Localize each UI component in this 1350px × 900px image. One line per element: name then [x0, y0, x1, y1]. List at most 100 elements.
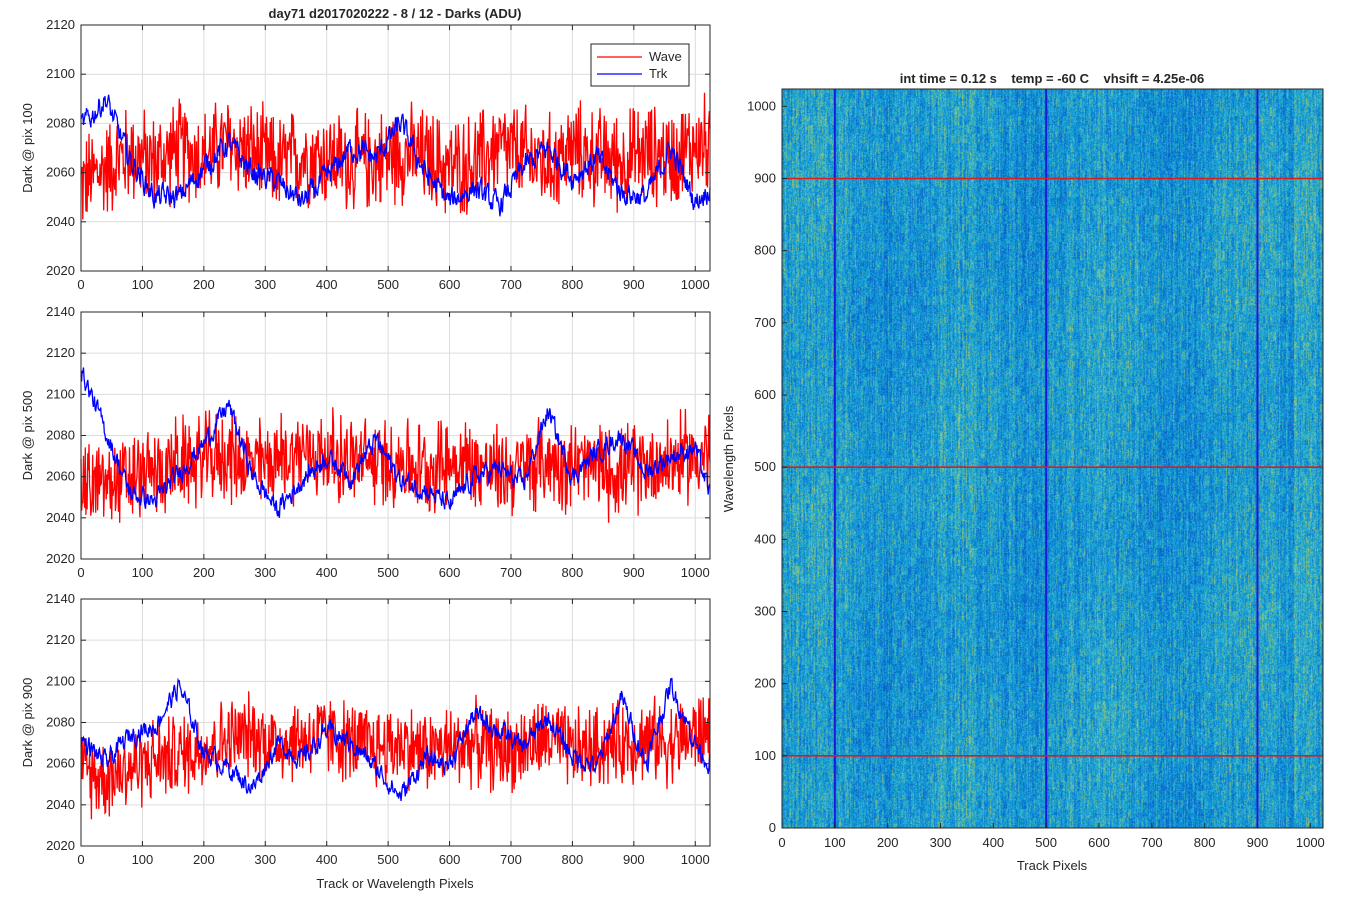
- heatmap-x-tick-label: 300: [930, 835, 952, 850]
- y-axis-label: Dark @ pix 500: [20, 391, 35, 481]
- heatmap-x-tick-label: 200: [877, 835, 899, 850]
- x-tick-label: 400: [316, 565, 338, 580]
- legend: Wave Trk: [590, 43, 690, 87]
- heatmap-y-tick-label: 800: [754, 243, 776, 258]
- y-tick-label: 2100: [46, 66, 75, 81]
- y-tick-label: 2120: [46, 632, 75, 647]
- x-tick-label: 500: [377, 852, 399, 867]
- heatmap-y-tick-label: 100: [754, 748, 776, 763]
- x-tick-label: 300: [254, 565, 276, 580]
- series-line-trk: [80, 94, 711, 217]
- x-tick-label: 1000: [681, 565, 710, 580]
- x-tick-label: 900: [623, 565, 645, 580]
- y-tick-label: 2080: [46, 428, 75, 443]
- heatmap-x-tick-label: 800: [1194, 835, 1216, 850]
- heatmap-y-tick-label: 900: [754, 170, 776, 185]
- figure-title: day71 d2017020222 - 8 / 12 - Darks (ADU): [269, 6, 522, 21]
- heatmap-x-tick-label: 100: [824, 835, 846, 850]
- x-tick-label: 600: [439, 852, 461, 867]
- y-tick-label: 2100: [46, 386, 75, 401]
- series-line-wave: [80, 92, 711, 220]
- heatmap-y-tick-label: 400: [754, 531, 776, 546]
- heatmap-axes-box: [781, 88, 1324, 829]
- x-tick-label: 200: [193, 852, 215, 867]
- y-axis-label: Dark @ pix 900: [20, 678, 35, 768]
- heatmap-y-tick-label: 300: [754, 603, 776, 618]
- x-tick-label: 700: [500, 852, 522, 867]
- x-tick-label: 900: [623, 852, 645, 867]
- heatmap-y-tick-label: 1000: [747, 98, 776, 113]
- axes-box: [80, 24, 711, 272]
- x-tick-label: 1000: [681, 277, 710, 292]
- y-tick-label: 2100: [46, 673, 75, 688]
- line-subplot-1: 0 100 200 300 400 500 600 700 800 900 1000 2020 2040…: [20, 17, 711, 292]
- y-tick-label: 2140: [46, 591, 75, 606]
- x-tick-label: 1000: [681, 852, 710, 867]
- x-tick-label: 500: [377, 277, 399, 292]
- y-tick-label: 2060: [46, 165, 75, 180]
- y-tick-label: 2040: [46, 797, 75, 812]
- line-subplot-2: 0 100 200 300 400 500 600 700 800 900 1000 2020 2040…: [20, 304, 711, 580]
- heatmap-y-tick-label: 700: [754, 315, 776, 330]
- image-y-axis-label: Wavelength Pixels: [721, 405, 736, 512]
- x-tick-label: 600: [439, 277, 461, 292]
- y-tick-label: 2020: [46, 838, 75, 853]
- heatmap-image: [782, 89, 1323, 828]
- line-subplot-3: 0 100 200 300 400 500 600 700 800 900 1000 2020 2040…: [20, 591, 711, 867]
- x-tick-label: 300: [254, 852, 276, 867]
- x-tick-label: 100: [132, 565, 154, 580]
- x-tick-label: 900: [623, 277, 645, 292]
- heatmap-x-tick-label: 600: [1088, 835, 1110, 850]
- x-tick-label: 100: [132, 852, 154, 867]
- legend-label-trk: Trk: [649, 66, 668, 81]
- y-tick-label: 2080: [46, 715, 75, 730]
- image-panel-title: int time = 0.12 s temp = -60 C vhsift = …: [900, 71, 1205, 86]
- heatmap-x-tick-label: 500: [1035, 835, 1057, 850]
- x-tick-label: 700: [500, 277, 522, 292]
- x-tick-label: 300: [254, 277, 276, 292]
- x-tick-label: 700: [500, 565, 522, 580]
- y-tick-label: 2120: [46, 17, 75, 32]
- x-tick-label: 200: [193, 565, 215, 580]
- x-tick-label: 0: [77, 852, 84, 867]
- heatmap-x-tick-label: 700: [1141, 835, 1163, 850]
- y-tick-label: 2060: [46, 469, 75, 484]
- x-tick-label: 500: [377, 565, 399, 580]
- heatmap-x-tick-label: 900: [1247, 835, 1269, 850]
- y-tick-label: 2060: [46, 756, 75, 771]
- x-tick-label: 0: [77, 565, 84, 580]
- heatmap-x-tick-label: 400: [982, 835, 1004, 850]
- heatmap-y-tick-label: 0: [769, 820, 776, 835]
- series-line-wave: [80, 407, 711, 523]
- heatmap-y-tick-label: 200: [754, 676, 776, 691]
- image-x-axis-label: Track Pixels: [1017, 858, 1088, 873]
- x-tick-label: 600: [439, 565, 461, 580]
- y-tick-label: 2120: [46, 345, 75, 360]
- x-tick-label: 100: [132, 277, 154, 292]
- x-tick-label: 800: [562, 852, 584, 867]
- y-tick-label: 2080: [46, 115, 75, 130]
- heatmap-x-tick-label: 0: [778, 835, 785, 850]
- x-tick-label: 400: [316, 277, 338, 292]
- heatmap-y-tick-label: 500: [754, 459, 776, 474]
- y-tick-label: 2020: [46, 551, 75, 566]
- legend-label-wave: Wave: [649, 49, 682, 64]
- heatmap-panel: 0 100 200 300 400 500 600 700 800 900 1000 0 100 200 3…: [747, 88, 1325, 850]
- y-tick-label: 2020: [46, 263, 75, 278]
- x-tick-label: 400: [316, 852, 338, 867]
- series-line-trk: [80, 677, 711, 801]
- x-axis-label: Track or Wavelength Pixels: [316, 876, 474, 891]
- series-line-trk: [80, 367, 711, 518]
- series-line-wave: [80, 691, 711, 820]
- heatmap-x-tick-label: 1000: [1296, 835, 1325, 850]
- y-tick-label: 2040: [46, 214, 75, 229]
- heatmap-y-tick-label: 600: [754, 387, 776, 402]
- y-axis-label: Dark @ pix 100: [20, 103, 35, 193]
- y-tick-label: 2040: [46, 510, 75, 525]
- y-tick-label: 2140: [46, 304, 75, 319]
- x-tick-label: 200: [193, 277, 215, 292]
- x-tick-label: 800: [562, 565, 584, 580]
- x-tick-label: 0: [77, 277, 84, 292]
- legend-box: [590, 43, 690, 87]
